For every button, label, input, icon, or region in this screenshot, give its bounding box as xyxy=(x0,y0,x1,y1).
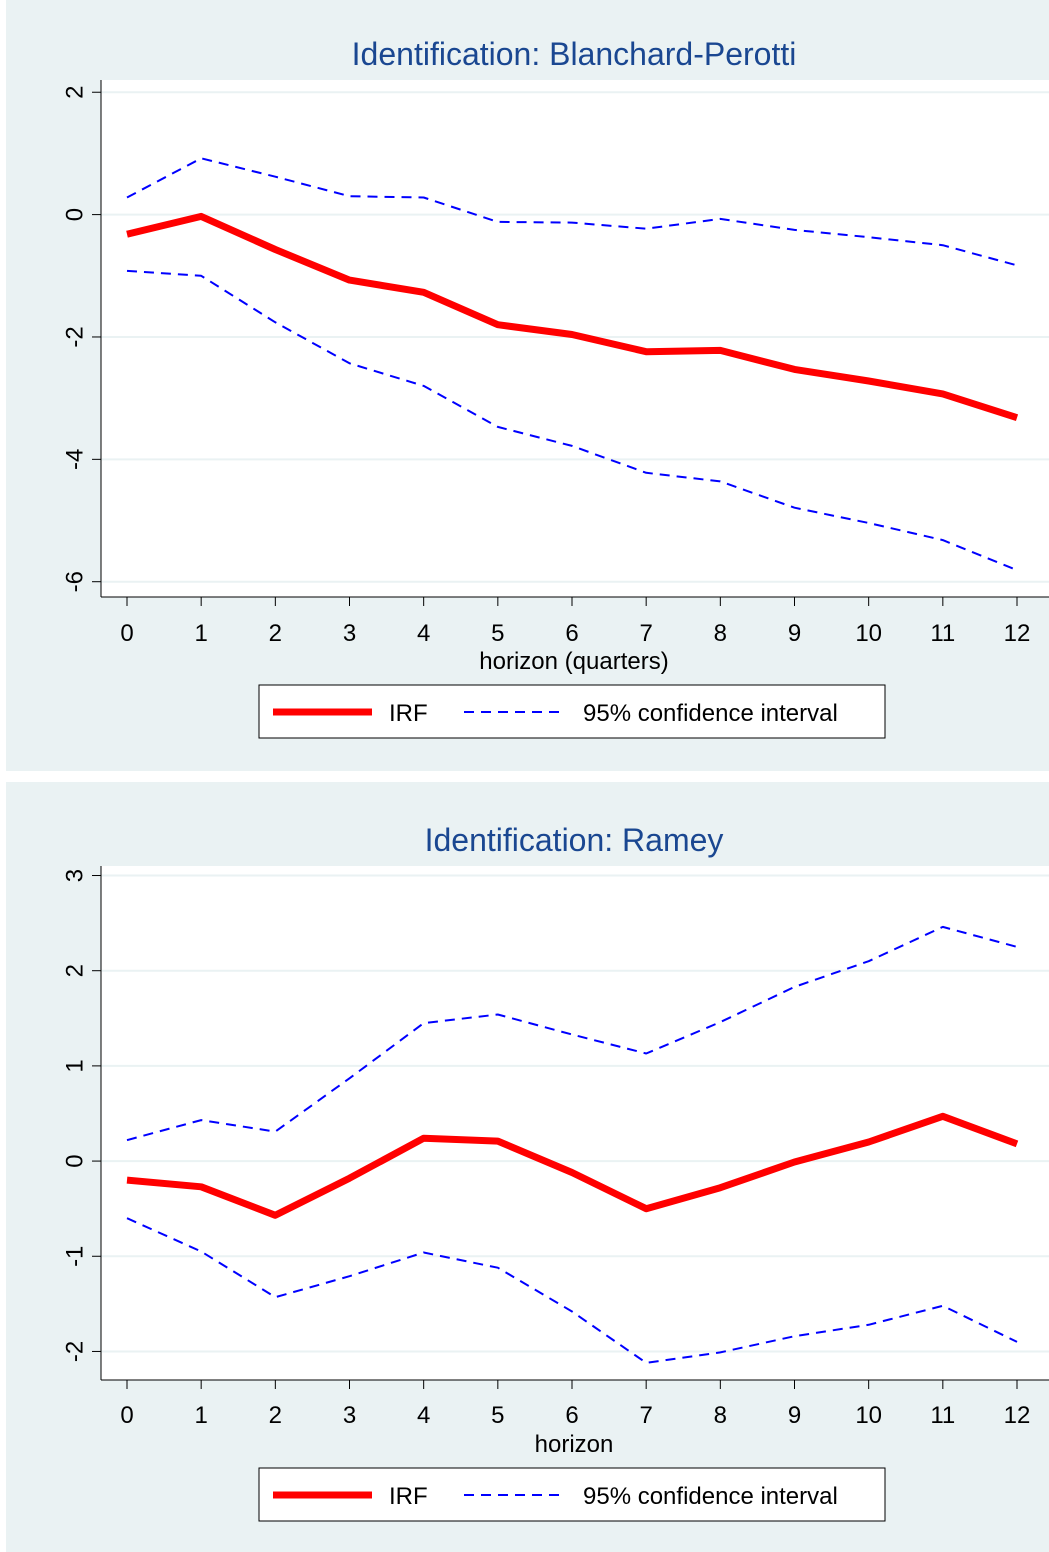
chart-title: Identification: Blanchard-Perotti xyxy=(352,36,797,72)
y-tick-label: -1 xyxy=(61,1246,88,1267)
x-tick-label: 0 xyxy=(120,620,133,647)
y-tick-label: -2 xyxy=(61,326,88,347)
chart-title: Identification: Ramey xyxy=(425,822,724,858)
x-tick-label: 2 xyxy=(269,620,282,647)
chart-panel-ramey: Identification: Ramey 3 2 1 0 -1 -2 0 1 2 3 4 5 6 7 8 9… xyxy=(6,782,1049,1552)
x-tick-label: 9 xyxy=(788,1402,801,1429)
y-tick-label: 3 xyxy=(61,869,88,882)
x-tick-label: 1 xyxy=(194,1402,207,1429)
ci-lower-line xyxy=(126,1217,1018,1364)
ci-upper-line xyxy=(126,925,1018,1142)
y-tick-label: 2 xyxy=(61,86,88,99)
legend: IRF 95% confidence interval xyxy=(258,1467,886,1522)
x-axis-title: horizon xyxy=(535,1431,614,1458)
chart-panel-blanchard-perotti: Identification: Blanchard-Perotti 2 0 -2 -4… xyxy=(6,0,1049,771)
x-tick-label: 10 xyxy=(855,620,882,647)
legend-ci-label: 95% confidence interval xyxy=(583,700,838,727)
x-tick-label: 11 xyxy=(930,620,955,647)
ci-upper-line xyxy=(126,157,1018,267)
x-tick-label: 0 xyxy=(120,1402,133,1429)
x-tick-label: 5 xyxy=(491,620,504,647)
x-tick-label: 1 xyxy=(194,620,207,647)
plot-area: 20-2-4-60 1 2 3 4 5 6 7 8 9 10 11 12 xyxy=(61,80,1049,647)
x-tick-label: 8 xyxy=(714,1402,727,1429)
x-tick-label: 9 xyxy=(788,620,801,647)
x-tick-label: 7 xyxy=(639,1402,652,1429)
x-tick-label: 10 xyxy=(855,1402,882,1429)
chart-svg-blanchard-perotti: Identification: Blanchard-Perotti 2 0 -2 -4… xyxy=(61,36,1049,739)
legend: IRF 95% confidence interval xyxy=(258,684,886,739)
x-tick-label: 6 xyxy=(565,620,578,647)
y-tick-label: 1 xyxy=(61,1059,88,1072)
irf-line xyxy=(126,212,1019,422)
y-tick-label: -4 xyxy=(61,449,88,470)
irf-line xyxy=(126,1112,1019,1219)
x-tick-label: 5 xyxy=(491,1402,504,1429)
y-tick-label: -6 xyxy=(61,571,88,592)
x-tick-label: 3 xyxy=(343,620,356,647)
x-tick-label: 8 xyxy=(714,620,727,647)
x-axis-title: horizon (quarters) xyxy=(479,648,668,675)
x-tick-label: 11 xyxy=(930,1402,955,1429)
y-tick-label: 0 xyxy=(61,208,88,221)
plot-background xyxy=(101,866,1049,1380)
x-tick-label: 12 xyxy=(1004,620,1031,647)
x-tick-label: 3 xyxy=(343,1402,356,1429)
x-tick-label: 6 xyxy=(565,1402,578,1429)
y-tick-label: -2 xyxy=(61,1341,88,1362)
y-tick-label: 2 xyxy=(61,964,88,977)
legend-irf-label: IRF xyxy=(389,1483,428,1510)
x-tick-label: 7 xyxy=(639,620,652,647)
legend-irf-label: IRF xyxy=(389,700,428,727)
y-tick-label: 0 xyxy=(61,1154,88,1167)
x-tick-label: 4 xyxy=(417,1402,430,1429)
legend-ci-label: 95% confidence interval xyxy=(583,1483,838,1510)
x-tick-label: 4 xyxy=(417,620,430,647)
x-tick-label: 12 xyxy=(1004,1402,1031,1429)
ci-lower-line xyxy=(126,269,1018,572)
x-tick-label: 2 xyxy=(269,1402,282,1429)
